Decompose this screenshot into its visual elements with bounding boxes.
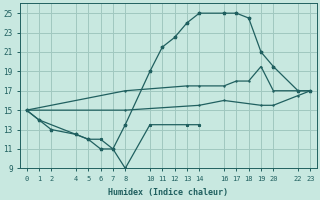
X-axis label: Humidex (Indice chaleur): Humidex (Indice chaleur) [108,188,228,197]
